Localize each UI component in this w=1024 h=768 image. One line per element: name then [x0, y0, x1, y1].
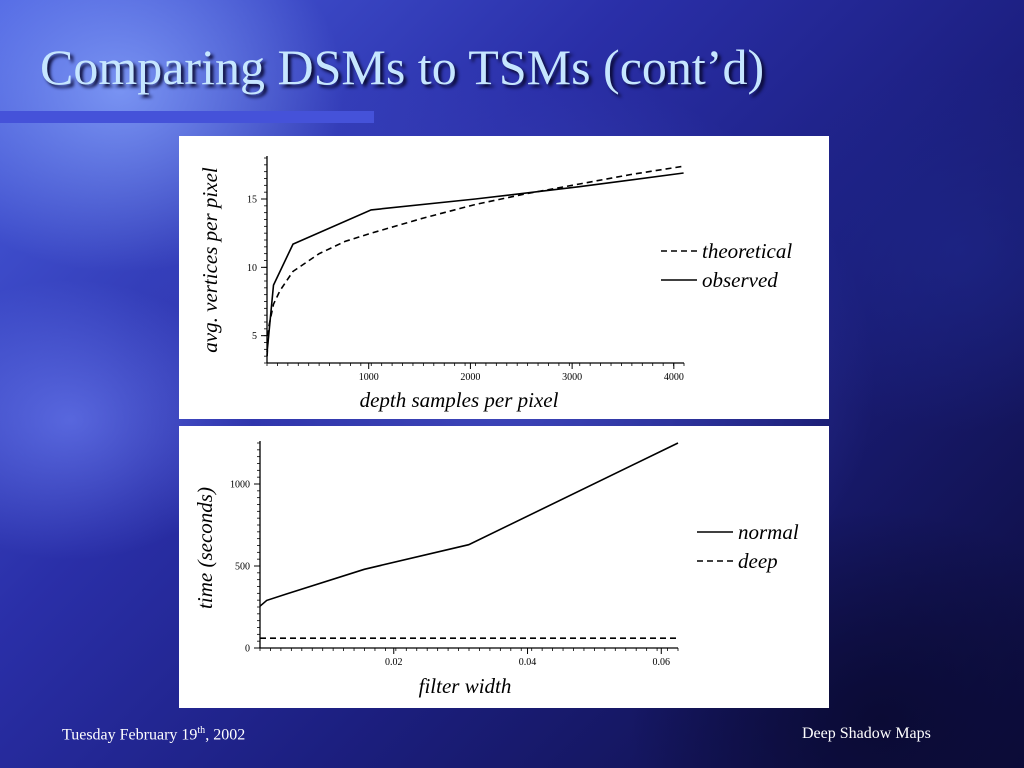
y-tick-label: 1000	[230, 480, 250, 491]
y-axis-title: avg. vertices per pixel	[198, 167, 222, 353]
chart-time-panel: 0 500 1000 0.02 0.04 0.06 filter width time (se…	[179, 426, 829, 708]
x-tick-label: 0.02	[385, 657, 403, 668]
x-axis-title: filter width	[419, 674, 512, 698]
chart-time-svg: 0 500 1000 0.02 0.04 0.06 filter width time (se…	[193, 441, 799, 698]
title-underline-bar	[0, 111, 374, 123]
slide-title: Comparing DSMs to TSMs (cont’d)	[40, 39, 765, 95]
series-line-theoretical	[266, 165, 684, 357]
x-tick-label: 1000	[359, 372, 379, 383]
series-line-observed	[266, 172, 684, 353]
y-axis-title: time (seconds)	[193, 487, 217, 609]
legend-label-observed: observed	[702, 268, 778, 292]
y-tick-label: 10	[247, 263, 257, 274]
x-tick-label: 0.06	[653, 657, 671, 668]
series-line-normal	[259, 442, 679, 607]
y-tick-label: 15	[247, 195, 257, 206]
legend-label-deep: deep	[738, 549, 778, 573]
footer-date-suffix: , 2002	[205, 726, 246, 744]
footer-date-sup: th	[197, 725, 206, 736]
footer-title: Deep Shadow Maps	[802, 725, 931, 742]
y-tick-label: 5	[252, 331, 257, 342]
chart-vertices-panel: 5 10 15 1000 2000 3000 4000 depth samples per p…	[179, 136, 829, 419]
x-tick-label: 0.04	[519, 657, 537, 668]
x-tick-label: 3000	[562, 372, 582, 383]
chart-vertices-svg: 5 10 15 1000 2000 3000 4000 depth samples per p…	[198, 156, 792, 412]
x-tick-label: 2000	[460, 372, 480, 383]
y-tick-label: 0	[245, 644, 250, 655]
y-tick-label: 500	[235, 562, 250, 573]
legend-label-normal: normal	[738, 520, 799, 544]
footer-date-prefix: Tuesday February 19	[62, 726, 198, 744]
x-tick-label: 4000	[664, 372, 684, 383]
footer-date: Tuesday February 19th, 2002	[62, 725, 245, 744]
x-axis-title: depth samples per pixel	[360, 388, 559, 412]
legend-label-theoretical: theoretical	[702, 239, 792, 263]
